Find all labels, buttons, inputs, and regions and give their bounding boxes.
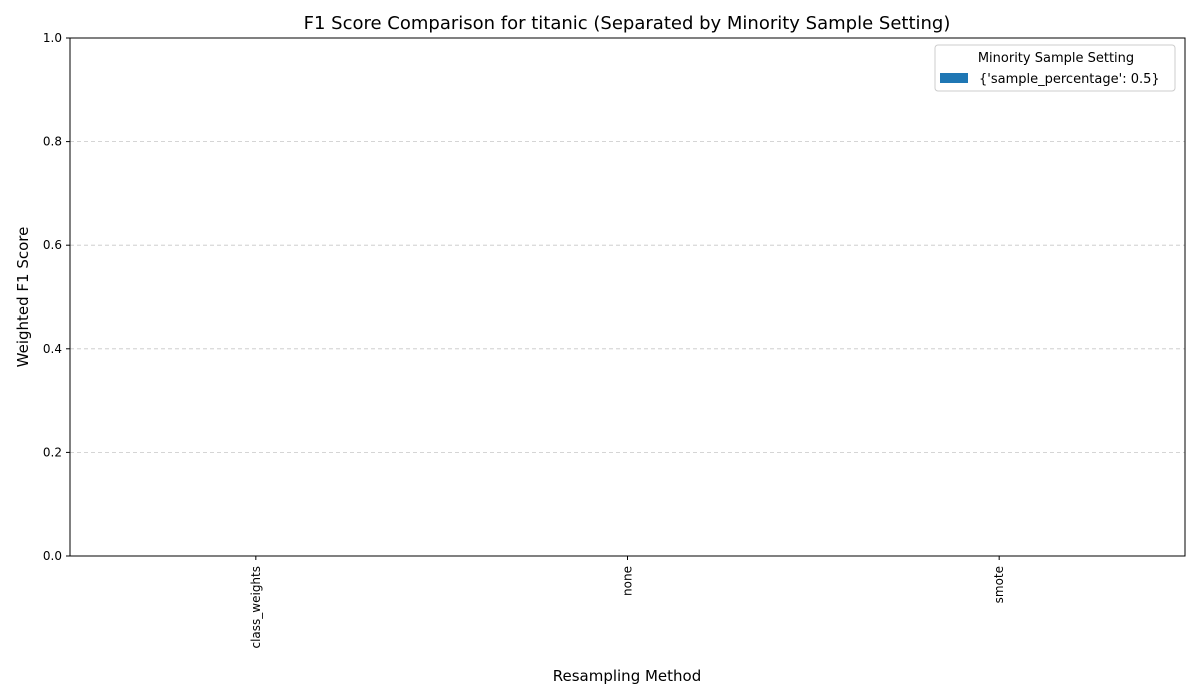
y-tick-label: 1.0 <box>43 31 62 45</box>
y-axis-label: Weighted F1 Score <box>14 227 32 368</box>
legend: Minority Sample Setting {'sample_percent… <box>934 44 1176 92</box>
y-tick-label: 0.8 <box>43 135 62 149</box>
y-tick-label: 0.0 <box>43 549 62 563</box>
legend-frame <box>934 44 1176 92</box>
y-tick-label: 0.6 <box>43 238 62 252</box>
grid-lines <box>70 141 1185 453</box>
x-axis-ticks: class_weights none smote <box>249 556 1006 649</box>
y-tick-label: 0.2 <box>43 445 62 459</box>
legend-title: Minority Sample Setting <box>978 51 1134 66</box>
legend-entry: {'sample_percentage': 0.5} <box>979 72 1160 87</box>
legend-swatch <box>940 73 968 83</box>
x-tick-label: smote <box>992 566 1006 603</box>
y-axis-ticks: 0.0 0.2 0.4 0.6 0.8 1.0 <box>43 31 70 563</box>
x-axis-label: Resampling Method <box>553 667 702 685</box>
y-tick-label: 0.4 <box>43 342 62 356</box>
x-tick-label: class_weights <box>249 566 263 649</box>
x-tick-label: none <box>621 566 635 596</box>
chart-title: F1 Score Comparison for titanic (Separat… <box>304 13 951 34</box>
